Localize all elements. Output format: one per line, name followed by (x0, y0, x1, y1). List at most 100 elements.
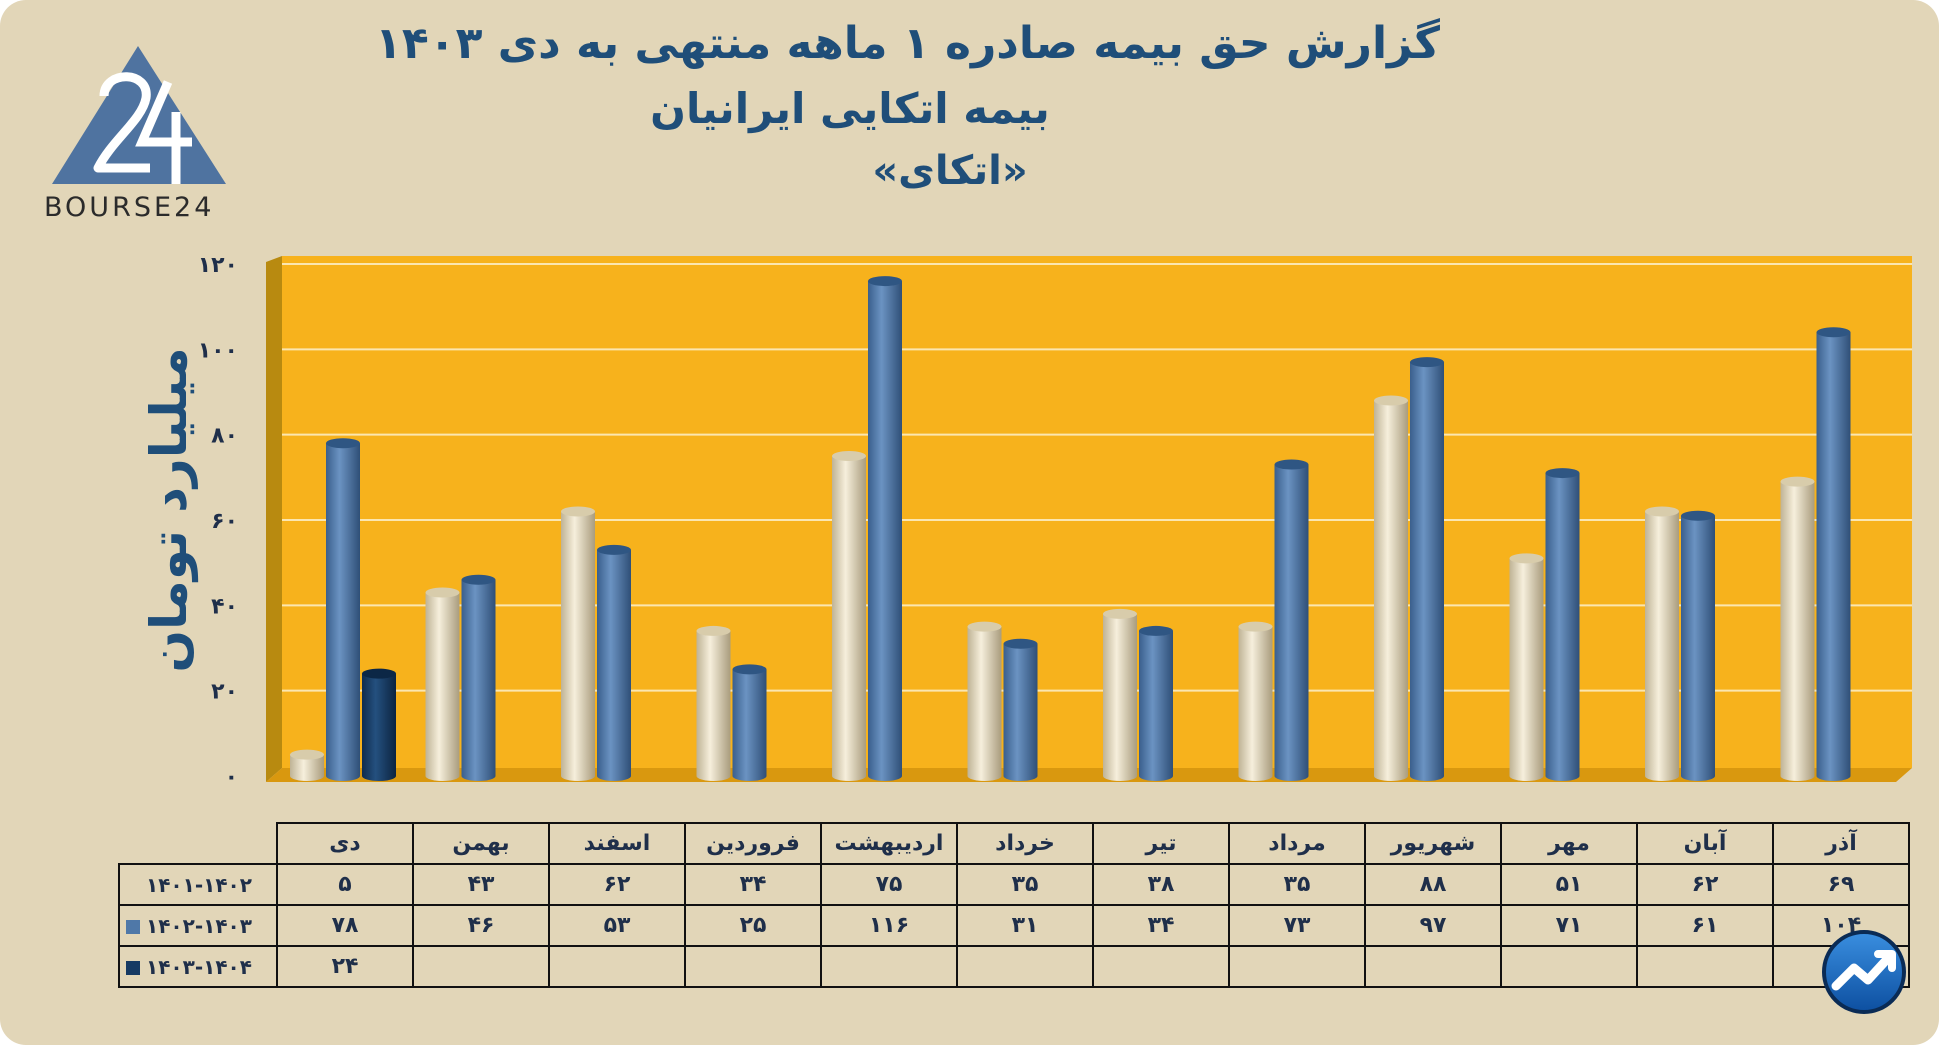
y-tick-label: ۱۲۰ (198, 253, 238, 278)
y-tick-label: ۴۰ (211, 594, 238, 619)
data-value-cell: ۸۸ (1364, 863, 1502, 906)
data-value-cell (548, 945, 686, 988)
bar (425, 587, 460, 781)
data-value-cell: ۶۲ (1636, 863, 1774, 906)
bar (362, 668, 396, 781)
bar (832, 451, 866, 781)
logo-text: BOURSE24 (44, 192, 215, 223)
plot-side-wall (266, 256, 282, 782)
legend-swatch (126, 961, 140, 975)
bar (461, 574, 496, 781)
bar (1816, 327, 1851, 781)
bourse24-logo (52, 46, 226, 184)
trend-arrow-badge-icon (1822, 930, 1906, 1014)
data-value-cell: ۶۲ (548, 863, 686, 906)
month-label: مهر (1500, 822, 1638, 865)
bar (1374, 395, 1408, 781)
chart-title: گزارش حق بیمه صادره ۱ ماهه منتهی به دی ۱… (375, 18, 1440, 69)
bar (1003, 638, 1038, 781)
data-value-cell: ۳۸ (1092, 863, 1230, 906)
y-tick-label: ۰ (225, 765, 238, 790)
table-row: ۱۴۰۲-۱۴۰۳ ۷۸ ۴۶ ۵۳ ۲۵ ۱۱۶ ۳۱ ۳۴ ۷۳ ۹۷ ۷۱ ۶۱ ۱۰۴ (118, 904, 1910, 947)
month-label: تیر (1092, 822, 1230, 865)
month-label: مرداد (1228, 822, 1366, 865)
data-value-cell: ۷۵ (820, 863, 958, 906)
series-name: ۱۴۰۲-۱۴۰۳ (146, 913, 252, 938)
bar (597, 544, 631, 781)
data-value-cell: ۷۱ (1500, 904, 1638, 947)
data-value-cell (1228, 945, 1366, 988)
bar (1410, 357, 1444, 781)
data-value-cell: ۱۱۶ (820, 904, 958, 947)
y-tick-label: ۶۰ (211, 509, 238, 534)
data-value-cell: ۷۸ (276, 904, 414, 947)
table-corner-cell (119, 823, 278, 865)
bar (967, 621, 1002, 781)
data-value-cell (956, 945, 1094, 988)
bar (868, 276, 902, 781)
month-label: خرداد (956, 822, 1094, 865)
bar (561, 506, 595, 781)
data-value-cell: ۲۴ (276, 945, 414, 988)
bar (1681, 510, 1715, 781)
table-row: ۱۴۰۱-۱۴۰۲ ۵ ۴۳ ۶۲ ۳۴ ۷۵ ۳۵ ۳۸ ۳۵ ۸۸ ۵۱ ۶۲ ۶۹ (118, 863, 1910, 906)
bar (696, 625, 731, 781)
data-value-cell: ۴۳ (412, 863, 550, 906)
data-value-cell: ۳۴ (684, 863, 822, 906)
bar (290, 749, 324, 781)
data-value-cell: ۳۵ (956, 863, 1094, 906)
data-value-cell (412, 945, 550, 988)
chart-subtitle-company: بیمه اتکایی ایرانیان (650, 84, 1050, 133)
grid-lines (282, 263, 1912, 692)
bars (290, 276, 1851, 781)
data-value-cell: ۳۴ (1092, 904, 1230, 947)
series-label-cell: ۱۴۰۳-۱۴۰۴ (118, 945, 278, 988)
data-table: دی بهمن اسفند فروردین اردیبهشت خرداد تیر مرداد ش… (118, 822, 1910, 988)
bar (1139, 625, 1173, 781)
bar (732, 664, 767, 781)
y-tick-label: ۲۰ (211, 680, 238, 705)
bar (1103, 608, 1137, 781)
data-value-cell: ۵۳ (548, 904, 686, 947)
data-value-cell: ۵۱ (1500, 863, 1638, 906)
y-axis-ticks: ۰ ۲۰ ۴۰ ۶۰ ۸۰ ۱۰۰ ۱۲۰ (198, 253, 238, 790)
series-label-cell: ۱۴۰۲-۱۴۰۳ (118, 904, 278, 947)
data-value-cell: ۲۵ (684, 904, 822, 947)
data-value-cell: ۴۶ (412, 904, 550, 947)
bar (1545, 468, 1580, 781)
data-value-cell (1092, 945, 1230, 988)
y-tick-label: ۱۰۰ (198, 338, 238, 363)
month-label: فروردین (684, 822, 822, 865)
series-name: ۱۴۰۳-۱۴۰۴ (146, 954, 252, 979)
month-label: شهریور (1364, 822, 1502, 865)
plot-area (282, 256, 1912, 768)
data-value-cell (1636, 945, 1774, 988)
bar (1645, 506, 1679, 781)
plot-floor (266, 768, 1912, 782)
data-value-cell: ۳۵ (1228, 863, 1366, 906)
bar (1780, 476, 1815, 781)
month-label: اسفند (548, 822, 686, 865)
data-value-cell (1364, 945, 1502, 988)
data-value-cell: ۷۳ (1228, 904, 1366, 947)
y-axis-label: میلیارد تومان (140, 347, 199, 672)
table-row: ۱۴۰۳-۱۴۰۴ ۲۴ (118, 945, 1910, 988)
bar (1274, 459, 1309, 781)
bar (326, 438, 360, 781)
legend-swatch (126, 920, 140, 934)
data-value-cell: ۳۱ (956, 904, 1094, 947)
month-label: دی (276, 822, 414, 865)
table-header-row: دی بهمن اسفند فروردین اردیبهشت خرداد تیر مرداد ش… (119, 822, 1910, 865)
data-value-cell (684, 945, 822, 988)
data-value-cell: ۶۱ (1636, 904, 1774, 947)
bar (1509, 553, 1544, 781)
series-label-cell: ۱۴۰۱-۱۴۰۲ (118, 863, 278, 906)
logo-digit-4-icon (135, 80, 192, 184)
month-label: آبان (1636, 822, 1774, 865)
data-value-cell (1500, 945, 1638, 988)
series-name: ۱۴۰۱-۱۴۰۲ (146, 872, 252, 897)
data-value-cell: ۹۷ (1364, 904, 1502, 947)
data-value-cell: ۶۹ (1772, 863, 1910, 906)
